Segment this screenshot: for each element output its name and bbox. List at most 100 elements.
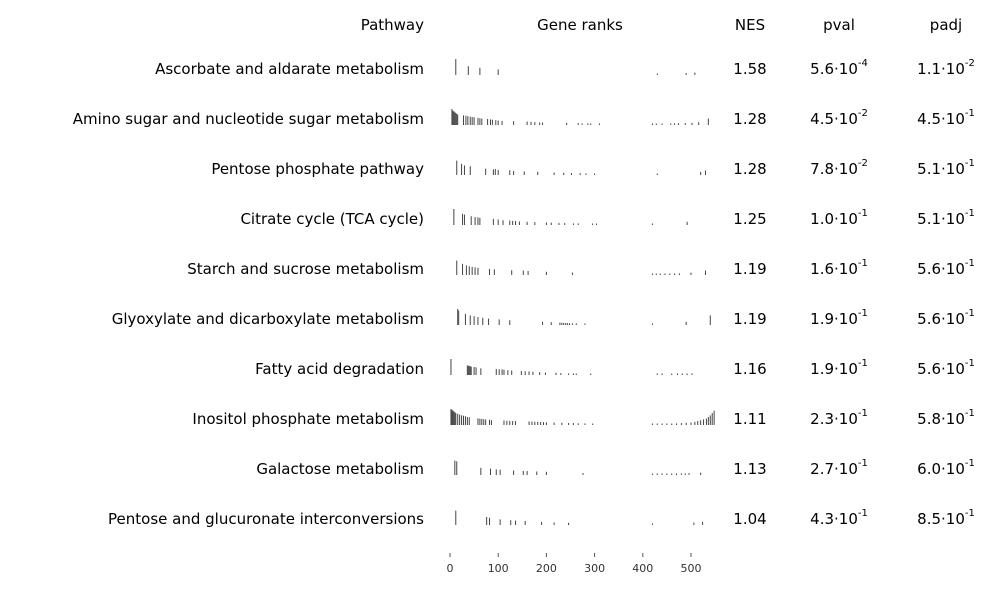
padj-value: 5.8·10-1	[917, 408, 975, 429]
padj-mantissa: 5.6	[917, 360, 942, 378]
table-row: Amino sugar and nucleotide sugar metabol…	[0, 94, 1000, 144]
table-row: Glyoxylate and dicarboxylate metabolism 1…	[0, 294, 1000, 344]
nes-value: 1.19	[733, 310, 767, 328]
padj-exponent: -2	[964, 58, 975, 69]
gene-rank-barcode	[455, 510, 704, 525]
pathway-label: Ascorbate and aldarate metabolism	[155, 60, 424, 78]
table-row: Pentose and glucuronate interconversions…	[0, 494, 1000, 544]
pval-mantissa: 1.9	[810, 360, 835, 378]
padj-value: 5.6·10-1	[917, 358, 975, 379]
x-tick-label: 500	[681, 562, 702, 575]
padj-value: 5.1·10-1	[917, 208, 975, 229]
pathway-label: Galactose metabolism	[256, 460, 424, 478]
gene-rank-barcode	[456, 260, 706, 275]
pval-mantissa: 7.8	[810, 160, 835, 178]
padj-exponent: -1	[964, 358, 975, 369]
pval-value: 1.9·10-1	[810, 308, 868, 329]
pval-mantissa: 1.6	[810, 260, 835, 278]
table-row: Citrate cycle (TCA cycle) 1.25 1.0·10-1 5.1…	[0, 194, 1000, 244]
pval-mantissa: 4.3	[810, 510, 835, 528]
padj-value: 5.6·10-1	[917, 308, 975, 329]
table-row: Starch and sucrose metabolism 1.19 1.6·10-…	[0, 244, 1000, 294]
pval-mantissa: 2.7	[810, 460, 835, 478]
pval-value: 1.6·10-1	[810, 258, 868, 279]
pval-exponent: -1	[857, 258, 868, 269]
padj-mantissa: 8.5	[917, 510, 942, 528]
header-pathway: Pathway	[360, 16, 424, 34]
pval-mantissa: 5.6	[810, 60, 835, 78]
pval-exponent: -1	[857, 458, 868, 469]
padj-exponent: -1	[964, 158, 975, 169]
padj-value: 4.5·10-1	[917, 108, 975, 129]
x-tick-label: 300	[584, 562, 605, 575]
table-row: Ascorbate and aldarate metabolism 1.58 5.6…	[0, 44, 1000, 94]
pval-value: 4.5·10-2	[810, 108, 868, 129]
nes-value: 1.13	[733, 460, 767, 478]
gene-rank-barcode	[450, 409, 715, 425]
pval-value: 7.8·10-2	[810, 158, 868, 179]
pval-mantissa: 1.9	[810, 310, 835, 328]
padj-mantissa: 5.1	[917, 210, 942, 228]
gene-rank-barcode	[457, 309, 711, 325]
padj-exponent: -1	[964, 458, 975, 469]
table-row: Fatty acid degradation 1.16 1.9·10-1 5.6·10…	[0, 344, 1000, 394]
x-tick-label: 200	[536, 562, 557, 575]
nes-value: 1.28	[733, 160, 767, 178]
gene-rank-barcode	[456, 160, 706, 175]
gene-rank-barcode	[454, 460, 702, 475]
header-padj: padj	[929, 16, 963, 34]
pval-exponent: -1	[857, 208, 868, 219]
table-row: Inositol phosphate metabolism 1.11 2.3·10-…	[0, 394, 1000, 444]
pval-exponent: -2	[857, 108, 868, 119]
pathway-label: Starch and sucrose metabolism	[187, 260, 424, 278]
padj-exponent: -1	[964, 108, 975, 119]
padj-exponent: -1	[964, 308, 975, 319]
nes-value: 1.28	[733, 110, 767, 128]
pathway-label: Inositol phosphate metabolism	[192, 410, 424, 428]
pval-exponent: -1	[857, 308, 868, 319]
padj-exponent: -1	[964, 408, 975, 419]
pval-exponent: -1	[857, 408, 868, 419]
padj-exponent: -1	[964, 508, 975, 519]
padj-mantissa: 5.1	[917, 160, 942, 178]
padj-mantissa: 5.8	[917, 410, 942, 428]
pathway-label: Pentose phosphate pathway	[211, 160, 424, 178]
padj-value: 6.0·10-1	[917, 458, 975, 479]
nes-value: 1.19	[733, 260, 767, 278]
gene-rank-barcode	[453, 209, 688, 225]
table-row: Galactose metabolism 1.13 2.7·10-1 6.0·10-1	[0, 444, 1000, 494]
pathway-label: Citrate cycle (TCA cycle)	[240, 210, 424, 228]
pval-mantissa: 2.3	[810, 410, 835, 428]
pathway-label: Pentose and glucuronate interconversions	[108, 510, 424, 528]
pval-exponent: -1	[857, 358, 868, 369]
header-pval: pval	[823, 16, 855, 34]
padj-mantissa: 4.5	[917, 110, 942, 128]
pval-value: 2.7·10-1	[810, 458, 868, 479]
table-row: Pentose phosphate pathway 1.28 7.8·10-2 5.1…	[0, 144, 1000, 194]
x-tick-label: 400	[632, 562, 653, 575]
pval-value: 1.9·10-1	[810, 358, 868, 379]
padj-mantissa: 5.6	[917, 310, 942, 328]
pval-mantissa: 1.0	[810, 210, 835, 228]
x-axis: 0 100 200 300 400 500	[447, 553, 702, 575]
nes-value: 1.04	[733, 510, 767, 528]
gene-rank-barcode	[450, 359, 693, 375]
nes-value: 1.16	[733, 360, 767, 378]
padj-exponent: -1	[964, 208, 975, 219]
gene-rank-barcode	[455, 59, 696, 75]
gene-rank-barcode	[451, 109, 709, 125]
padj-mantissa: 5.6	[917, 260, 942, 278]
padj-mantissa: 1.1	[917, 60, 942, 78]
pathway-label: Glyoxylate and dicarboxylate metabolism	[111, 310, 424, 328]
pval-exponent: -2	[857, 158, 868, 169]
x-tick-label: 100	[488, 562, 509, 575]
header-nes: NES	[734, 16, 766, 34]
nes-value: 1.25	[733, 210, 767, 228]
pval-value: 1.0·10-1	[810, 208, 868, 229]
padj-exponent: -1	[964, 258, 975, 269]
padj-value: 1.1·10-2	[917, 58, 975, 79]
pval-mantissa: 4.5	[810, 110, 835, 128]
pval-value: 2.3·10-1	[810, 408, 868, 429]
padj-value: 8.5·10-1	[917, 508, 975, 529]
